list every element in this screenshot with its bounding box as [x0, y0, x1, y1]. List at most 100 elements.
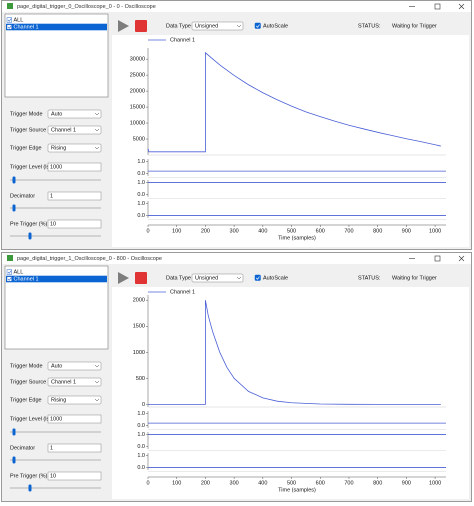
control-label: Trigger Source: [10, 379, 46, 385]
control-label: Trigger Level (lsb): [10, 416, 54, 422]
autoscale-check: [255, 24, 260, 28]
y-tick-label: 1500: [133, 324, 145, 330]
close-button[interactable]: [458, 3, 465, 10]
data-type-dropdown[interactable]: [191, 21, 244, 31]
data-type-label: Data Type: [166, 23, 191, 29]
text-input[interactable]: [47, 443, 102, 453]
maximize-button[interactable]: [434, 3, 441, 10]
dropdown-value: Rising: [51, 397, 66, 403]
dropdown-arrow: [94, 146, 100, 150]
subplot-y-tick-label: 0.0: [137, 465, 145, 471]
tree-item[interactable]: Channel 1: [14, 276, 39, 282]
control-label: Trigger Source: [10, 127, 46, 133]
text-input[interactable]: [47, 162, 102, 172]
control-label: Trigger Mode: [10, 111, 43, 117]
input-value: 10: [50, 473, 56, 479]
x-tick-label: 1000: [429, 228, 441, 234]
subplot-y-tick-label: 1.0: [137, 159, 145, 165]
text-input[interactable]: [47, 219, 102, 229]
x-tick-label: 600: [316, 480, 325, 486]
control-label: Trigger Edge: [10, 397, 42, 403]
tree-checkbox[interactable]: [6, 24, 12, 30]
x-tick-label: 200: [201, 228, 210, 234]
x-tick-label: 0: [146, 480, 149, 486]
y-tick-label: 500: [136, 376, 145, 382]
dropdown-arrow: [94, 128, 100, 132]
dropdown-arrow: [236, 24, 242, 28]
title-bar: [2, 253, 471, 264]
control-label: Decimator: [10, 193, 35, 199]
tree-item[interactable]: ALL: [14, 17, 24, 23]
dropdown-value: Channel 1: [51, 127, 76, 133]
title-bar: [2, 1, 471, 12]
status-value: Waiting for Trigger: [392, 23, 437, 29]
x-tick-label: 0: [146, 228, 149, 234]
dropdown[interactable]: [47, 395, 102, 405]
tree-checkbox[interactable]: [6, 276, 12, 282]
legend-label: Channel 1: [170, 289, 195, 295]
x-tick-label: 200: [201, 480, 210, 486]
subplot-y-tick-label: 0.0: [137, 423, 145, 429]
stop-button[interactable]: [135, 272, 147, 284]
run-button[interactable]: [118, 20, 129, 32]
y-tick-label: 10000: [130, 121, 145, 127]
slider-thumb[interactable]: [12, 176, 16, 184]
x-tick-label: 700: [344, 480, 353, 486]
stop-button[interactable]: [135, 20, 147, 32]
autoscale-checkbox[interactable]: [254, 22, 261, 29]
tree-item[interactable]: ALL: [14, 269, 24, 275]
subplot-y-tick-label: 0.0: [137, 444, 145, 450]
tree-check: [7, 277, 12, 281]
dropdown-value: Rising: [51, 145, 66, 151]
data-type-dropdown[interactable]: [191, 273, 244, 283]
tree-checkbox[interactable]: [6, 269, 12, 275]
x-tick-label: 800: [373, 228, 382, 234]
dropdown[interactable]: [47, 361, 102, 371]
dropdown[interactable]: [47, 143, 102, 153]
slider-thumb[interactable]: [12, 428, 16, 436]
x-axis-label: Time (samples): [278, 487, 316, 493]
x-tick-label: 1000: [429, 480, 441, 486]
control-label: Trigger Level (lsb): [10, 164, 54, 170]
dropdown[interactable]: [47, 109, 102, 119]
app-icon: [7, 3, 13, 9]
x-tick-label: 100: [172, 480, 181, 486]
slider-thumb[interactable]: [12, 204, 16, 212]
subplot-y-tick-label: 1.0: [137, 180, 145, 186]
dropdown[interactable]: [47, 125, 102, 135]
autoscale-label: AutoScale: [263, 275, 288, 281]
text-input[interactable]: [47, 471, 102, 481]
slider-thumb[interactable]: [28, 232, 32, 240]
dropdown[interactable]: [47, 377, 102, 387]
slider-thumb[interactable]: [28, 484, 32, 492]
maximize-button[interactable]: [434, 255, 441, 262]
x-tick-label: 100: [172, 228, 181, 234]
x-tick-label: 600: [316, 228, 325, 234]
tree-checkbox[interactable]: [6, 17, 12, 23]
y-tick-label: 20000: [130, 89, 145, 95]
subplot-y-tick-label: 1.0: [137, 432, 145, 438]
slider-thumb[interactable]: [12, 456, 16, 464]
y-tick-label: 1000: [133, 350, 145, 356]
x-tick-label: 400: [258, 480, 267, 486]
autoscale-checkbox[interactable]: [254, 274, 261, 281]
input-value: 10: [50, 221, 56, 227]
x-tick-label: 800: [373, 480, 382, 486]
control-label: Pre Trigger (%): [10, 473, 47, 479]
data-type-value: Unsigned: [195, 275, 218, 281]
status-label: STATUS:: [358, 275, 381, 281]
chart-background: [112, 287, 469, 499]
tree-item[interactable]: Channel 1: [14, 24, 39, 30]
control-label: Decimator: [10, 445, 35, 451]
close-button[interactable]: [458, 255, 465, 262]
y-tick-label: 0: [142, 402, 145, 408]
run-button[interactable]: [118, 272, 129, 284]
text-input[interactable]: [47, 191, 102, 201]
x-tick-label: 700: [344, 228, 353, 234]
signal-line: [148, 300, 441, 405]
window-title: page_digital_trigger_0_Oscilloscope_0 - …: [17, 4, 156, 10]
text-input[interactable]: [47, 414, 102, 424]
subplot-y-tick-label: 0.0: [137, 171, 145, 177]
tree-selection: [6, 23, 107, 31]
